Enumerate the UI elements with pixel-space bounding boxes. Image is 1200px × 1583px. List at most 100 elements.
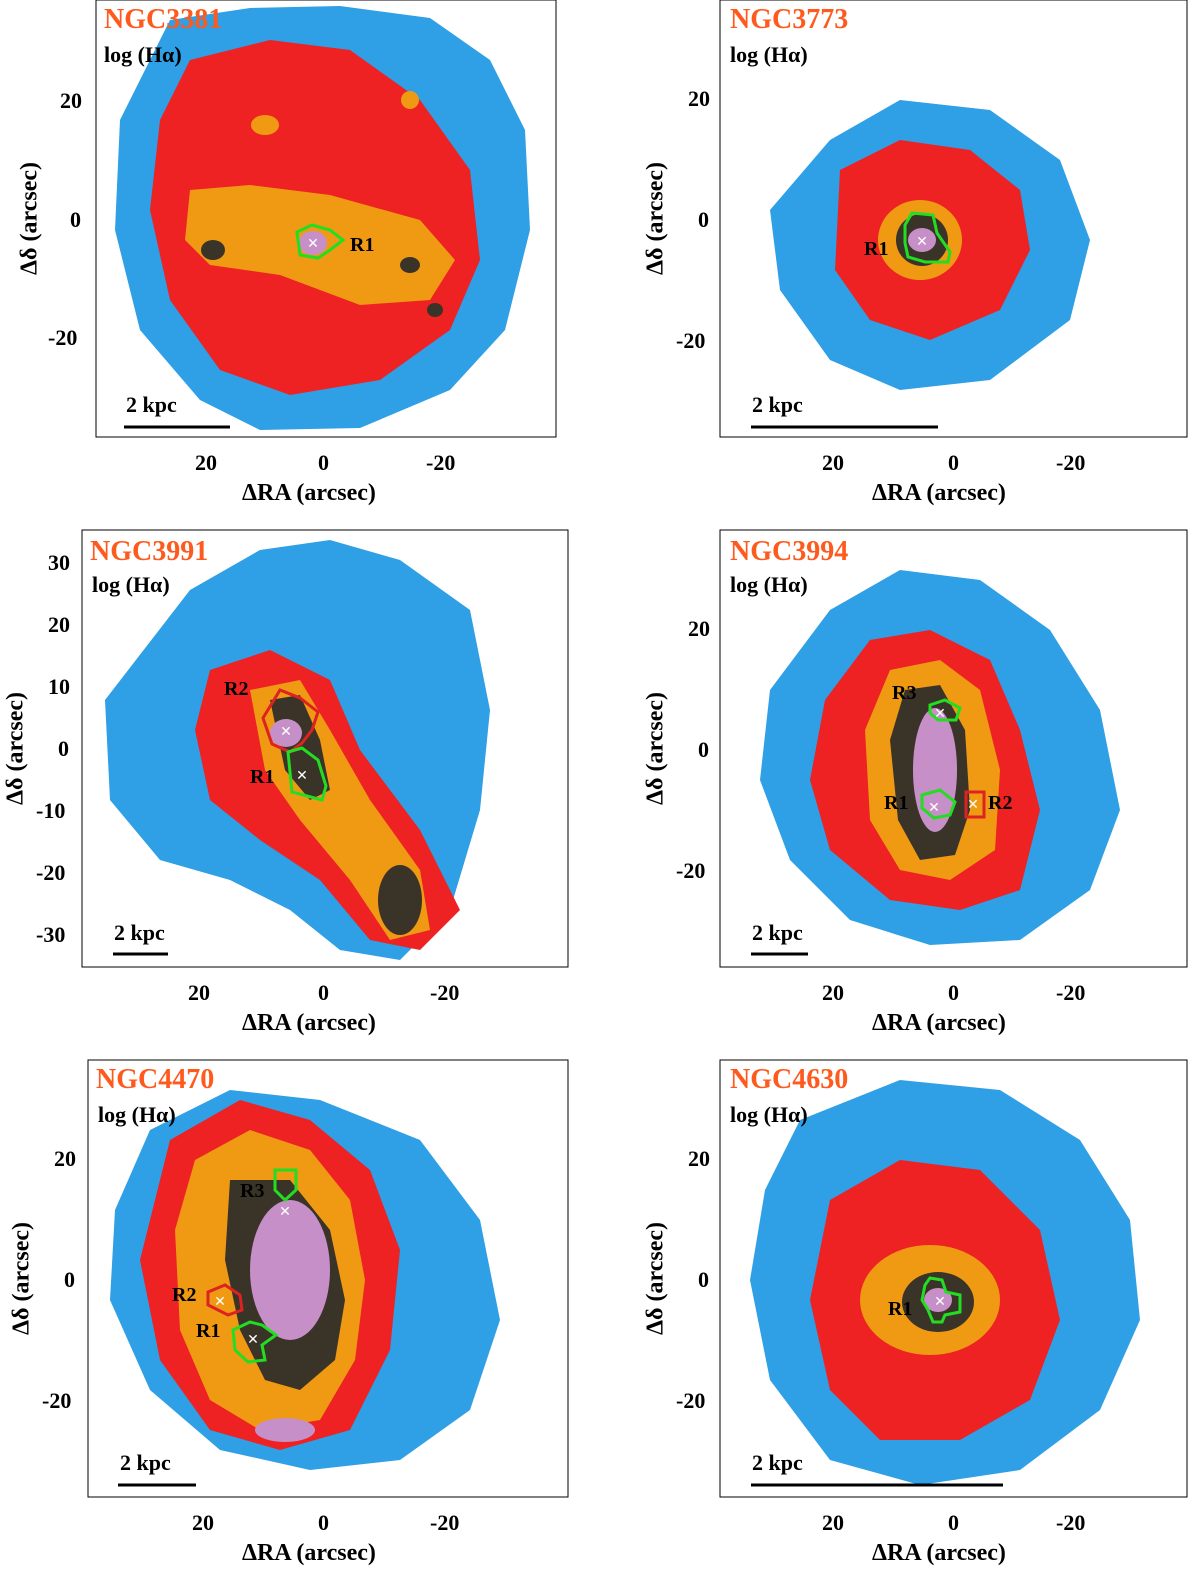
panel-ngc4470: ✕ ✕ ✕ NGC4470 log (Hα) R3 R2 R1 2 kpc 20… [0, 1059, 600, 1580]
galaxy-name: NGC3381 [104, 4, 223, 35]
centroid-marker: ✕ [916, 235, 928, 250]
map-label: log (Hα) [92, 572, 170, 597]
x-tick: -20 [430, 980, 460, 1005]
panel-ngc3381: ✕ NGC3381 log (Hα) R1 2 kpc 20 0 -20 20 … [0, 0, 600, 520]
y-tick: -20 [676, 328, 706, 353]
scale-bar-label: 2 kpc [126, 392, 177, 417]
centroid-marker: ✕ [296, 769, 308, 784]
galaxy-name: NGC4630 [730, 1064, 849, 1095]
galaxy-name: NGC3991 [90, 536, 209, 567]
plot-frame [95, 0, 557, 438]
x-tick: 20 [822, 450, 844, 475]
y-tick: 20 [60, 88, 82, 113]
map-ngc4630: ✕ [719, 1059, 1188, 1498]
map-label: log (Hα) [98, 1102, 176, 1127]
x-tick: -20 [430, 1510, 460, 1535]
halpha-map [110, 1090, 500, 1470]
region-label: R2 [224, 678, 249, 700]
x-tick: 20 [192, 1510, 214, 1535]
y-tick: -20 [36, 860, 66, 885]
region-r1-contour [295, 223, 346, 260]
scale-bar-label: 2 kpc [120, 1450, 171, 1475]
map-ngc3381: ✕ [95, 0, 557, 438]
region-label: R1 [888, 1298, 913, 1320]
region-label: R1 [864, 238, 889, 260]
centroid-marker: ✕ [280, 725, 292, 740]
x-tick: -20 [1056, 1510, 1086, 1535]
scale-bar-label: 2 kpc [752, 1450, 803, 1475]
region-r1-contour [903, 211, 952, 264]
centroid-marker: ✕ [928, 801, 940, 816]
plot-frame [719, 0, 1188, 438]
map-label: log (Hα) [730, 42, 808, 67]
x-axis-label: ΔRA (arcsec) [872, 1540, 1006, 1566]
x-tick: 20 [188, 980, 210, 1005]
scale-bar-label: 2 kpc [752, 392, 803, 417]
region-r1-contour [920, 788, 957, 820]
region-r2-contour [261, 688, 320, 754]
y-tick: -20 [676, 1388, 706, 1413]
galaxy-name: NGC4470 [96, 1064, 215, 1095]
centroid-marker: ✕ [247, 1333, 259, 1348]
panel-ngc3994: ✕ ✕ ✕ NGC3994 log (Hα) R3 R1 R2 2 kpc 20… [600, 529, 1200, 1050]
y-tick: 0 [70, 207, 81, 232]
y-axis-label: Δδ (arcsec) [2, 692, 29, 806]
map-label: log (Hα) [730, 1102, 808, 1127]
plot-frame [719, 529, 1188, 968]
galaxy-name: NGC3773 [730, 4, 849, 35]
x-axis-label: ΔRA (arcsec) [242, 1540, 376, 1566]
y-tick: 0 [698, 1267, 709, 1292]
region-label: R2 [988, 792, 1013, 814]
region-label: R2 [172, 1284, 197, 1306]
x-tick: 0 [948, 450, 959, 475]
y-tick: 30 [48, 550, 70, 575]
y-tick: -10 [36, 798, 66, 823]
y-tick: -30 [36, 922, 66, 947]
x-tick: -20 [1056, 450, 1086, 475]
region-label: R1 [196, 1320, 221, 1342]
y-axis-label: Δδ (arcsec) [642, 1222, 669, 1336]
region-r3-contour [928, 698, 962, 722]
x-tick: 20 [195, 450, 217, 475]
panel-ngc3991: ✕ ✕ NGC3991 log (Hα) R2 R1 2 kpc 30 20 1… [0, 529, 600, 1050]
y-tick: 10 [48, 674, 70, 699]
x-tick: 0 [948, 980, 959, 1005]
region-label: R1 [350, 234, 375, 256]
x-tick: 0 [318, 450, 329, 475]
plot-frame [87, 1059, 569, 1498]
plot-frame [81, 529, 569, 968]
halpha-map [770, 100, 1090, 390]
x-tick: 0 [318, 980, 329, 1005]
map-label: log (Hα) [104, 42, 182, 67]
y-axis-label: Δδ (arcsec) [642, 692, 669, 806]
x-tick: 0 [318, 1510, 329, 1535]
halpha-map [115, 6, 530, 430]
region-r2-contour [964, 790, 986, 819]
map-ngc3773: ✕ [719, 0, 1188, 438]
region-r2-contour [206, 1283, 244, 1317]
centroid-marker: ✕ [967, 798, 979, 813]
y-tick: 0 [64, 1267, 75, 1292]
y-tick: -20 [48, 325, 78, 350]
y-tick: 20 [688, 1146, 710, 1171]
galaxy-name: NGC3994 [730, 536, 849, 567]
x-axis-label: ΔRA (arcsec) [242, 480, 376, 506]
x-axis-label: ΔRA (arcsec) [872, 1010, 1006, 1036]
region-r3-contour [273, 1168, 298, 1203]
halpha-map [760, 570, 1120, 945]
scale-bar-label: 2 kpc [752, 920, 803, 945]
region-label: R3 [892, 682, 917, 704]
y-axis-label: Δδ (arcsec) [642, 162, 669, 276]
y-tick: 20 [688, 86, 710, 111]
y-tick: 20 [48, 612, 70, 637]
y-tick: 0 [698, 737, 709, 762]
scale-bar-label: 2 kpc [114, 920, 165, 945]
y-tick: 20 [688, 616, 710, 641]
centroid-marker: ✕ [279, 1205, 291, 1220]
x-tick: -20 [1056, 980, 1086, 1005]
y-tick: -20 [676, 858, 706, 883]
y-axis-label: Δδ (arcsec) [16, 162, 43, 276]
region-label: R3 [240, 1180, 265, 1202]
x-axis-label: ΔRA (arcsec) [242, 1010, 376, 1036]
map-label: log (Hα) [730, 572, 808, 597]
